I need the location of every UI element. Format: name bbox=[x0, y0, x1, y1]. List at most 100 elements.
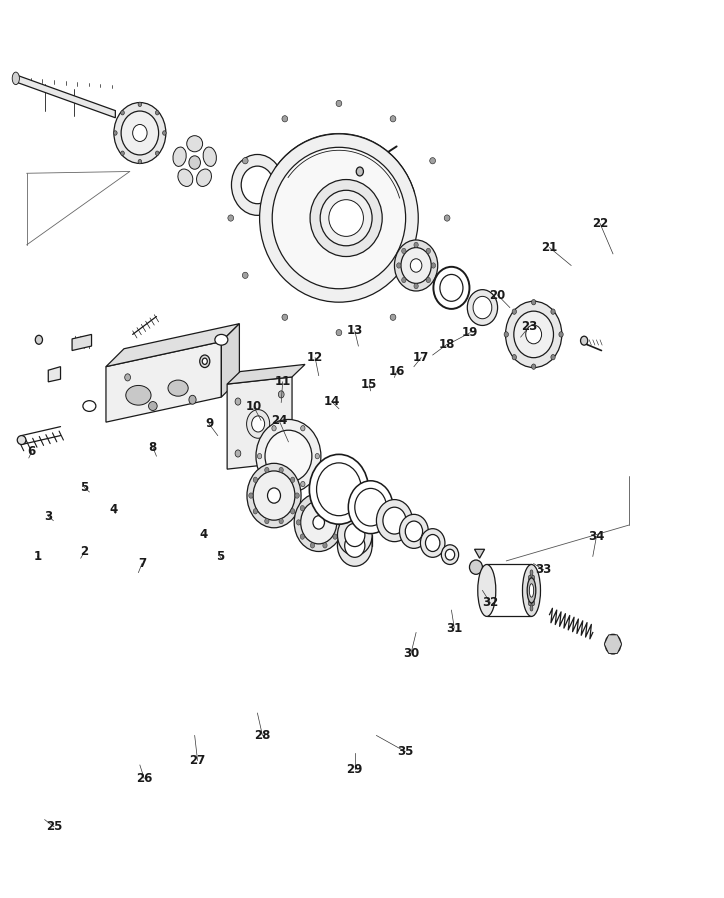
Ellipse shape bbox=[337, 520, 341, 525]
Ellipse shape bbox=[121, 151, 125, 155]
Ellipse shape bbox=[252, 416, 265, 432]
Ellipse shape bbox=[333, 506, 337, 511]
Ellipse shape bbox=[526, 325, 542, 344]
Ellipse shape bbox=[187, 136, 203, 152]
Ellipse shape bbox=[132, 125, 147, 142]
Ellipse shape bbox=[551, 309, 555, 314]
Ellipse shape bbox=[156, 110, 159, 115]
Ellipse shape bbox=[528, 588, 531, 594]
Ellipse shape bbox=[247, 409, 269, 438]
Ellipse shape bbox=[279, 518, 283, 524]
Ellipse shape bbox=[265, 467, 269, 472]
Ellipse shape bbox=[17, 436, 26, 445]
Ellipse shape bbox=[390, 116, 396, 122]
Ellipse shape bbox=[83, 401, 96, 411]
Text: 2: 2 bbox=[80, 545, 88, 559]
Ellipse shape bbox=[243, 158, 248, 163]
Ellipse shape bbox=[442, 545, 458, 565]
Ellipse shape bbox=[320, 190, 372, 246]
Ellipse shape bbox=[348, 480, 393, 533]
Ellipse shape bbox=[531, 364, 536, 369]
Ellipse shape bbox=[203, 147, 216, 166]
Ellipse shape bbox=[383, 507, 406, 534]
Ellipse shape bbox=[430, 272, 436, 278]
Ellipse shape bbox=[114, 131, 117, 136]
Ellipse shape bbox=[310, 180, 382, 257]
Ellipse shape bbox=[311, 542, 315, 548]
Text: 14: 14 bbox=[324, 395, 340, 408]
Ellipse shape bbox=[473, 296, 492, 319]
Ellipse shape bbox=[125, 374, 130, 381]
Ellipse shape bbox=[400, 515, 429, 549]
Ellipse shape bbox=[178, 169, 193, 187]
Ellipse shape bbox=[467, 290, 497, 325]
Text: 18: 18 bbox=[439, 338, 455, 351]
Text: 8: 8 bbox=[148, 441, 157, 453]
Ellipse shape bbox=[605, 634, 621, 654]
Text: 22: 22 bbox=[592, 217, 608, 230]
Ellipse shape bbox=[336, 101, 342, 107]
Ellipse shape bbox=[265, 518, 269, 524]
Text: 28: 28 bbox=[254, 729, 271, 742]
Text: 10: 10 bbox=[245, 401, 262, 413]
Ellipse shape bbox=[247, 463, 301, 528]
Ellipse shape bbox=[336, 330, 342, 336]
Ellipse shape bbox=[531, 601, 534, 606]
Ellipse shape bbox=[215, 334, 228, 345]
Ellipse shape bbox=[294, 493, 343, 551]
Ellipse shape bbox=[111, 380, 122, 392]
Ellipse shape bbox=[529, 575, 531, 580]
Ellipse shape bbox=[529, 601, 531, 606]
Ellipse shape bbox=[426, 534, 440, 551]
Ellipse shape bbox=[333, 534, 337, 540]
Ellipse shape bbox=[414, 284, 418, 289]
Ellipse shape bbox=[411, 259, 422, 272]
Ellipse shape bbox=[345, 524, 365, 547]
Ellipse shape bbox=[323, 497, 327, 502]
Ellipse shape bbox=[445, 550, 455, 560]
Ellipse shape bbox=[505, 302, 562, 367]
Ellipse shape bbox=[532, 588, 535, 594]
Ellipse shape bbox=[530, 570, 533, 576]
Ellipse shape bbox=[309, 454, 369, 524]
Ellipse shape bbox=[402, 277, 406, 283]
Ellipse shape bbox=[296, 520, 300, 525]
Ellipse shape bbox=[504, 331, 508, 337]
Ellipse shape bbox=[282, 314, 287, 321]
Text: 24: 24 bbox=[271, 414, 287, 427]
Polygon shape bbox=[106, 341, 222, 422]
Text: 25: 25 bbox=[46, 820, 62, 833]
Ellipse shape bbox=[279, 433, 298, 456]
Ellipse shape bbox=[196, 169, 211, 187]
Ellipse shape bbox=[126, 385, 151, 405]
Ellipse shape bbox=[337, 525, 372, 567]
Ellipse shape bbox=[478, 565, 496, 616]
Ellipse shape bbox=[551, 355, 555, 360]
Ellipse shape bbox=[232, 154, 283, 216]
Polygon shape bbox=[605, 635, 622, 654]
Ellipse shape bbox=[114, 102, 166, 163]
Ellipse shape bbox=[253, 471, 295, 520]
Ellipse shape bbox=[315, 453, 319, 459]
Text: 27: 27 bbox=[190, 754, 206, 767]
Ellipse shape bbox=[272, 147, 405, 289]
Text: 5: 5 bbox=[216, 550, 224, 563]
Ellipse shape bbox=[512, 309, 516, 314]
Ellipse shape bbox=[235, 450, 241, 457]
Text: 32: 32 bbox=[482, 596, 499, 610]
Text: 29: 29 bbox=[347, 763, 363, 776]
Text: 12: 12 bbox=[307, 351, 323, 365]
Ellipse shape bbox=[469, 560, 482, 575]
Ellipse shape bbox=[323, 542, 327, 548]
Text: 33: 33 bbox=[536, 563, 552, 577]
Ellipse shape bbox=[148, 401, 157, 410]
Ellipse shape bbox=[523, 565, 541, 616]
Polygon shape bbox=[16, 75, 115, 118]
Ellipse shape bbox=[527, 578, 536, 603]
Polygon shape bbox=[72, 334, 91, 350]
Ellipse shape bbox=[241, 166, 274, 204]
Ellipse shape bbox=[531, 575, 534, 580]
Ellipse shape bbox=[202, 358, 207, 365]
Ellipse shape bbox=[401, 248, 432, 284]
Text: 20: 20 bbox=[489, 288, 506, 302]
